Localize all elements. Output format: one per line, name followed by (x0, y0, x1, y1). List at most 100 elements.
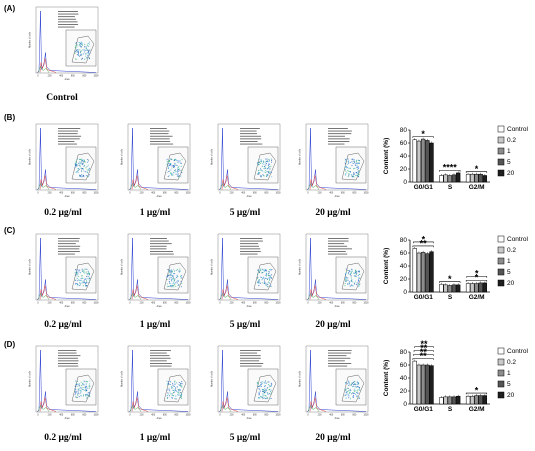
scatter-dot (349, 384, 351, 386)
scatter-dot (87, 176, 89, 178)
scatter-dot (84, 49, 86, 51)
scatter-dot (79, 279, 81, 282)
scatter-dot (355, 275, 357, 277)
y-tick-label: 60 (400, 140, 408, 147)
gate-polygon (71, 262, 95, 291)
bar (478, 395, 483, 405)
bar (420, 364, 426, 405)
scatter-dot (86, 56, 89, 58)
scatter-dot (354, 390, 356, 392)
scatter-dot (180, 286, 182, 288)
stat-line (150, 240, 169, 242)
stat-line (150, 251, 174, 252)
scatter-dot (171, 387, 173, 389)
scatter-dot (358, 271, 360, 273)
scatter-dot (77, 52, 80, 54)
scatter-dot (260, 168, 262, 170)
significance-label: * (475, 273, 479, 283)
scatter-dot (354, 164, 356, 166)
scatter-dot (86, 398, 88, 400)
scatter-dot (75, 269, 77, 271)
scatter-dot (266, 158, 268, 160)
scatter-dot (75, 171, 77, 173)
scatter-dot (168, 383, 170, 385)
plot-frame (35, 6, 99, 74)
scatter-dot (87, 42, 89, 45)
panel-label-b: (B) (4, 113, 16, 122)
scatter-dot (74, 394, 76, 396)
scatter-dot (89, 49, 91, 51)
scatter-dot (271, 158, 273, 160)
significance-bracket (413, 350, 434, 352)
scatter-dot (357, 167, 359, 169)
scatter-dot (77, 391, 79, 393)
scatter-dot (356, 381, 358, 383)
histogram-s-curve (131, 397, 149, 412)
scatter-dot (177, 168, 179, 170)
scatter-dot (267, 175, 269, 177)
scatter-dot (75, 380, 77, 382)
scatter-dot (78, 275, 80, 278)
scatter-dot (76, 396, 78, 398)
scatter-dot (74, 391, 76, 393)
flow-x-tick: 800 (82, 415, 87, 417)
scatter-dot (82, 386, 84, 388)
scatter-dot (85, 395, 87, 397)
stat-line (240, 138, 262, 140)
scatter-dot (178, 283, 180, 286)
stat-line (328, 350, 352, 351)
scatter-dot (170, 173, 172, 175)
stat-line (58, 253, 75, 255)
scatter-dot (77, 285, 79, 287)
scatter-dot (263, 168, 265, 170)
scatter-dot (263, 392, 266, 394)
stat-line (240, 128, 260, 129)
scatter-dot (350, 174, 352, 176)
significance-bracket (412, 358, 434, 360)
scatter-dot (353, 388, 355, 390)
flow-x-tick: 200 (140, 415, 145, 417)
y-tick-label: 20 (400, 388, 408, 395)
scatter-dot (269, 277, 271, 279)
y-tick-label: 60 (400, 362, 408, 369)
scatter-inset (157, 146, 189, 184)
y-tick-label: 40 (400, 153, 408, 160)
scatter-dot (88, 394, 90, 396)
caption-b-5: 5 μg/ml (229, 208, 261, 218)
stat-line (150, 360, 167, 362)
scatter-dot (86, 278, 88, 280)
scatter-dot (268, 278, 270, 280)
histogram-s-curve (39, 58, 57, 73)
flow-x-tick: 800 (174, 303, 179, 305)
scatter-dot (166, 278, 168, 281)
histogram-g2-curve (219, 183, 232, 190)
scatter-dot (178, 389, 180, 391)
flow-x-tick: 600 (163, 415, 168, 417)
stat-line (328, 363, 352, 364)
scatter-dot (359, 277, 361, 279)
scatter-dot (262, 269, 264, 271)
flow-plot-b-20: Number of cells 0 200 400 600 800 1000 Area (298, 122, 370, 198)
gate-polygon (341, 374, 365, 403)
scatter-dot (262, 398, 264, 400)
bar (456, 395, 461, 405)
stat-line (328, 238, 349, 239)
scatter-dot (76, 383, 78, 385)
scatter-dot (81, 160, 83, 162)
stat-line (240, 363, 264, 364)
scatter-dot (174, 284, 176, 286)
flow-x-tick: 800 (82, 193, 87, 195)
scatter-dot (86, 395, 88, 397)
scatter-dot (170, 279, 173, 281)
scatter-dot (345, 397, 347, 399)
stat-line (58, 21, 78, 23)
scatter-dot (76, 164, 78, 166)
flow-x-tick: 200 (318, 415, 323, 417)
x-tick-label: G0/G1 (414, 294, 434, 301)
flow-x-tick: 400 (151, 415, 156, 417)
scatter-dot (349, 389, 351, 391)
scatter-dot (88, 45, 90, 47)
scatter-dot (350, 393, 352, 395)
scatter-dot (268, 381, 270, 383)
scatter-dot (358, 162, 360, 164)
